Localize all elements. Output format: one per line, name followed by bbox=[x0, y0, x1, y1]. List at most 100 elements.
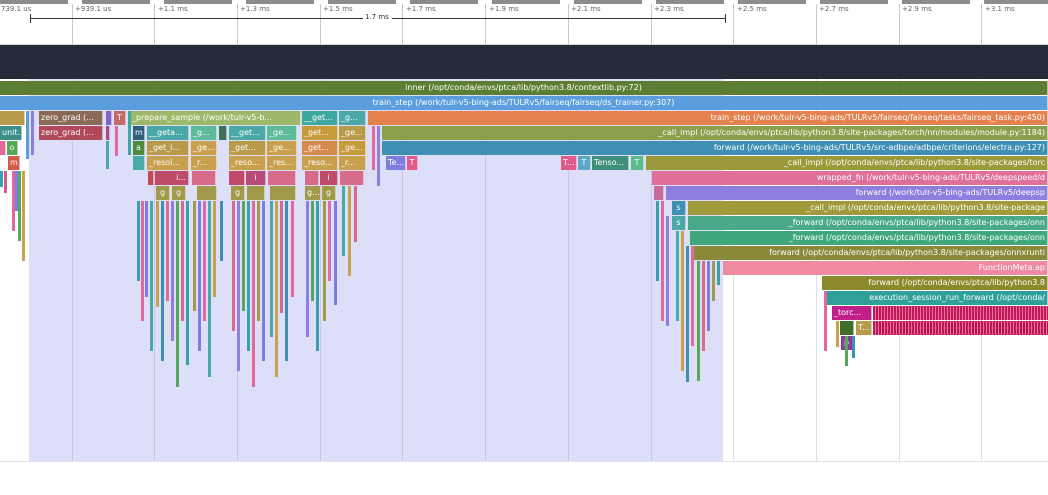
frame-spike[interactable] bbox=[208, 201, 211, 377]
frame[interactable] bbox=[133, 156, 145, 170]
frame-call-impl-site-packages[interactable]: _call_impl (/opt/conda/envs/ptca/lib/pyt… bbox=[688, 201, 1048, 215]
frame[interactable] bbox=[106, 126, 110, 140]
frame[interactable] bbox=[0, 141, 6, 155]
frame-spike[interactable] bbox=[203, 201, 206, 321]
frame[interactable] bbox=[305, 171, 319, 185]
frame-spike[interactable] bbox=[237, 201, 240, 371]
frame-spike[interactable] bbox=[691, 246, 694, 346]
frame-spike[interactable] bbox=[106, 141, 109, 169]
frame-t[interactable]: T bbox=[578, 156, 591, 170]
frame-zero-grad[interactable]: zero_grad (... bbox=[39, 111, 103, 125]
frame-spike[interactable] bbox=[270, 201, 273, 337]
frame-i[interactable]: i bbox=[320, 171, 338, 185]
frame-spike[interactable] bbox=[661, 201, 664, 321]
frame-spike[interactable] bbox=[22, 171, 25, 261]
frame-spike[interactable] bbox=[171, 201, 174, 341]
frame[interactable] bbox=[219, 126, 227, 140]
frame-spike[interactable] bbox=[31, 111, 34, 155]
frame-r[interactable]: _r... bbox=[191, 156, 217, 170]
frame-spike[interactable] bbox=[845, 336, 848, 366]
frame[interactable] bbox=[340, 171, 364, 185]
frame-torc[interactable]: _torc... bbox=[832, 306, 872, 320]
frame-spike[interactable] bbox=[145, 201, 148, 297]
frame-spike[interactable] bbox=[372, 126, 375, 170]
frame[interactable] bbox=[197, 186, 217, 200]
frame-cluster[interactable] bbox=[873, 321, 1048, 335]
frame-spike[interactable] bbox=[707, 261, 710, 331]
frame-spike[interactable] bbox=[311, 201, 314, 301]
frame-g[interactable]: g bbox=[172, 186, 186, 200]
frame-spike[interactable] bbox=[137, 201, 140, 281]
frame-cluster[interactable] bbox=[873, 306, 1048, 320]
frame-spike[interactable] bbox=[232, 201, 235, 331]
frame-ge[interactable]: _ge... bbox=[339, 141, 366, 155]
frame[interactable] bbox=[0, 111, 25, 125]
frame-ge[interactable]: _ge... bbox=[339, 126, 366, 140]
frame-spike[interactable] bbox=[836, 321, 839, 347]
frame-spike[interactable] bbox=[193, 201, 196, 311]
frame-ge[interactable]: _ge... bbox=[267, 141, 297, 155]
frame-spike[interactable] bbox=[852, 336, 855, 358]
frame-spike[interactable] bbox=[656, 201, 659, 281]
frame-spike[interactable] bbox=[348, 186, 351, 276]
frame-spike[interactable] bbox=[342, 186, 345, 256]
frame-spike[interactable] bbox=[676, 231, 679, 321]
frame-m[interactable]: m bbox=[133, 126, 145, 140]
frame-execution-session-run-forward[interactable]: execution_session_run_forward (/opt/cond… bbox=[826, 291, 1048, 305]
frame-o[interactable]: o bbox=[7, 141, 18, 155]
frame-t[interactable]: T bbox=[114, 111, 126, 125]
frame-call-impl-torch[interactable]: _call_impl (/opt/conda/envs/ptca/lib/pyt… bbox=[646, 156, 1048, 170]
frame-spike[interactable] bbox=[280, 201, 283, 313]
frame-forward-electra[interactable]: forward (/work/tulr-v5-bing-ads/TULRv5/s… bbox=[382, 141, 1048, 155]
frame-spike[interactable] bbox=[26, 111, 29, 159]
frame-train-step-fairseq-task[interactable]: train_step (/work/tulr-v5-bing-ads/TULRv… bbox=[368, 111, 1048, 125]
frame-spike[interactable] bbox=[220, 201, 223, 261]
frame[interactable] bbox=[840, 321, 854, 335]
frame-spike[interactable] bbox=[18, 171, 21, 241]
frame-function-meta-apply[interactable]: FunctionMeta.ap bbox=[723, 261, 1048, 275]
frame-spike[interactable] bbox=[686, 246, 689, 382]
frame-spike[interactable] bbox=[291, 201, 294, 297]
frame-ge[interactable]: _ge... bbox=[191, 141, 217, 155]
frame[interactable] bbox=[654, 186, 664, 200]
frame-reso[interactable]: _reso... bbox=[229, 156, 266, 170]
frame-te[interactable]: Te... bbox=[386, 156, 406, 170]
frame[interactable] bbox=[229, 171, 245, 185]
frame-spike[interactable] bbox=[4, 171, 7, 193]
frame-unit[interactable]: unit... bbox=[0, 126, 22, 140]
frame-get-i[interactable]: _get_i... bbox=[147, 141, 189, 155]
frame-spike[interactable] bbox=[186, 201, 189, 365]
frame-spike[interactable] bbox=[213, 201, 216, 297]
frame-t[interactable]: T... bbox=[561, 156, 577, 170]
frame-spike[interactable] bbox=[176, 201, 179, 387]
frame-g[interactable]: g bbox=[231, 186, 245, 200]
frame-t[interactable]: T bbox=[407, 156, 418, 170]
frame-t[interactable]: T bbox=[631, 156, 644, 170]
frame-spike[interactable] bbox=[262, 201, 265, 361]
frame-spike[interactable] bbox=[12, 171, 15, 231]
frame-spike[interactable] bbox=[354, 186, 357, 242]
frame-spike[interactable] bbox=[161, 201, 164, 361]
frame-spike[interactable] bbox=[242, 201, 245, 311]
frame-get[interactable]: _get... bbox=[302, 141, 338, 155]
frame-spike[interactable] bbox=[334, 201, 337, 305]
frame-get[interactable]: _get... bbox=[302, 126, 338, 140]
frame-forward-site-packages[interactable]: forward (/opt/conda/envs/ptca/lib/python… bbox=[822, 276, 1048, 290]
frame-spike[interactable] bbox=[275, 201, 278, 377]
frame-spike[interactable] bbox=[377, 126, 380, 186]
frame-s[interactable]: s bbox=[672, 201, 686, 215]
frame-get[interactable]: __get... bbox=[229, 126, 266, 140]
frame-spike[interactable] bbox=[702, 261, 705, 351]
frame-spike[interactable] bbox=[323, 201, 326, 321]
frame-a[interactable]: a bbox=[133, 141, 145, 155]
frame-g[interactable]: _g... bbox=[191, 126, 217, 140]
frame-spike[interactable] bbox=[316, 201, 319, 351]
frame-resol[interactable]: _resol... bbox=[147, 156, 189, 170]
frame-spike[interactable] bbox=[156, 201, 159, 307]
flame-graph[interactable]: inner (/opt/conda/envs/ptca/lib/python3.… bbox=[0, 79, 1048, 461]
frame-get[interactable]: _get... bbox=[229, 141, 266, 155]
frame[interactable] bbox=[106, 111, 112, 125]
time-ruler[interactable]: 739.1 us +939.1 us +1.1 ms +1.3 ms +1.5 … bbox=[0, 0, 1048, 45]
frame[interactable] bbox=[148, 171, 154, 185]
frame-spike[interactable] bbox=[166, 201, 169, 301]
